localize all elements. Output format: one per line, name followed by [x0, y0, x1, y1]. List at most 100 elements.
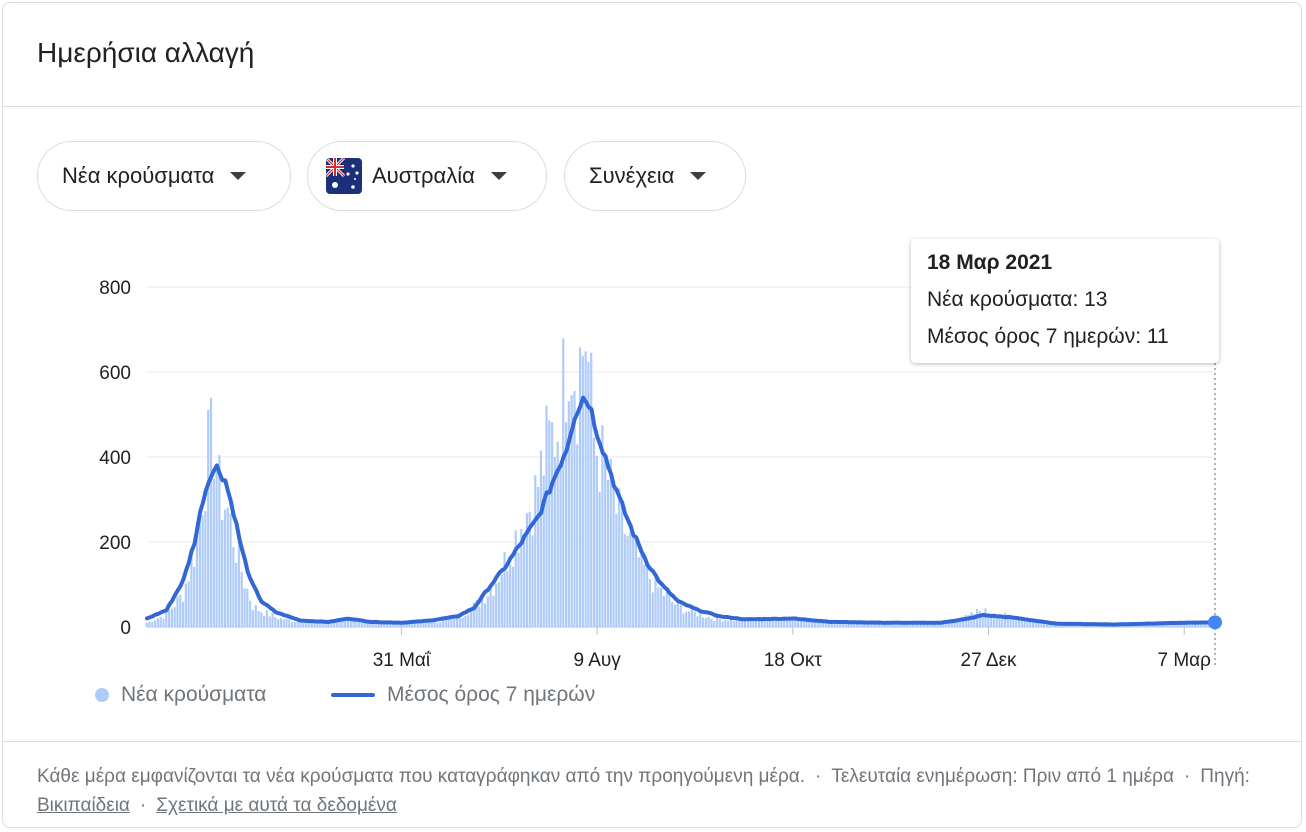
- case-bar: [590, 352, 593, 627]
- case-bar: [548, 420, 551, 627]
- case-bar: [198, 511, 201, 627]
- case-bar: [984, 608, 987, 627]
- case-bar: [433, 621, 436, 627]
- case-bar: [824, 622, 828, 627]
- case-bar: [531, 535, 534, 627]
- card-footer: Κάθε μέρα εμφανίζονται τα νέα κρούσματα …: [3, 741, 1301, 827]
- case-bar: [162, 618, 165, 627]
- case-bar: [472, 602, 475, 627]
- case-bar: [344, 620, 347, 627]
- case-bar: [397, 623, 400, 627]
- case-bar: [1003, 612, 1007, 627]
- case-bar: [1185, 623, 1188, 627]
- case-bar: [1040, 621, 1043, 627]
- case-bar: [209, 397, 213, 627]
- case-bar: [380, 623, 383, 627]
- case-bar: [332, 620, 336, 627]
- case-bar: [570, 395, 573, 627]
- wikipedia-link[interactable]: Βικιπαίδεια: [37, 795, 130, 816]
- chevron-down-icon: [230, 172, 247, 180]
- case-bar: [422, 621, 425, 627]
- cases-chart[interactable]: 0 200 400 600 800 31 Μαΐ 9 Αυγ 18 Οκτ 27 Δεκ 7 Μ…: [3, 3, 1302, 703]
- case-bar: [282, 619, 285, 627]
- case-bar: [330, 620, 333, 627]
- case-bar: [564, 422, 568, 627]
- case-bar: [866, 623, 870, 627]
- case-bar: [861, 622, 864, 627]
- case-bar: [414, 622, 417, 627]
- case-bar: [313, 619, 316, 627]
- case-bar: [274, 616, 277, 627]
- case-bar: [539, 450, 543, 627]
- case-bar: [581, 356, 584, 627]
- case-bar: [388, 621, 392, 627]
- case-bar: [1034, 620, 1037, 627]
- case-bar: [402, 622, 406, 627]
- case-bar: [1009, 616, 1012, 627]
- case-bar: [576, 444, 579, 627]
- case-bar: [453, 618, 456, 627]
- metric-dropdown-label: Νέα κρούσματα: [62, 163, 215, 188]
- case-bar: [391, 623, 394, 627]
- case-bar: [212, 478, 215, 627]
- case-bar: [520, 529, 523, 627]
- case-bar: [506, 570, 509, 627]
- case-bar: [755, 620, 758, 627]
- case-bar: [606, 479, 610, 627]
- average-line: [145, 395, 1217, 627]
- case-bar: [1037, 622, 1040, 627]
- case-bar: [802, 621, 805, 627]
- case-bar: [254, 604, 257, 627]
- case-bar: [366, 621, 369, 627]
- y-tick-label: 0: [120, 618, 131, 639]
- case-bar: [207, 409, 210, 627]
- case-bar: [992, 615, 995, 627]
- case-bar: [987, 613, 990, 627]
- case-bar: [643, 564, 646, 627]
- case-bar: [495, 583, 498, 627]
- case-bar: [486, 596, 489, 627]
- case-bar: [204, 511, 207, 627]
- case-bar: [193, 566, 196, 627]
- metric-dropdown[interactable]: Νέα κρούσματα: [37, 141, 291, 211]
- case-bar: [889, 623, 892, 627]
- tooltip-date: 18 Μαρ 2021: [927, 251, 1053, 274]
- case-bar: [201, 515, 204, 627]
- case-bar: [749, 619, 752, 627]
- case-bar: [1177, 623, 1180, 627]
- case-bar: [148, 621, 151, 627]
- case-bar: [1059, 624, 1063, 627]
- case-bar: [215, 469, 218, 627]
- case-bar: [153, 620, 157, 627]
- case-bar: [718, 619, 721, 627]
- case-bar: [780, 619, 783, 627]
- case-bar: [615, 513, 618, 627]
- x-tick-label: 27 Δεκ: [961, 650, 1018, 671]
- case-bar: [892, 623, 895, 627]
- case-bar: [159, 616, 162, 627]
- case-bar: [777, 619, 780, 627]
- case-bar: [545, 405, 548, 627]
- case-bar: [497, 582, 501, 627]
- case-bar: [660, 588, 663, 627]
- case-bar: [556, 441, 559, 627]
- case-bar: [467, 614, 470, 627]
- case-bar: [372, 623, 375, 627]
- country-dropdown[interactable]: Αυστραλία: [307, 141, 547, 211]
- case-bar: [805, 620, 808, 627]
- case-bar: [950, 619, 953, 627]
- case-bar: [858, 621, 861, 627]
- case-bar: [948, 620, 951, 627]
- case-bar: [685, 611, 688, 627]
- case-bar: [321, 621, 324, 627]
- case-bar: [179, 594, 182, 627]
- case-bar: [729, 619, 733, 627]
- period-dropdown[interactable]: Συνέχεια: [564, 141, 746, 211]
- case-bar: [151, 621, 154, 627]
- case-bar: [439, 622, 442, 627]
- about-data-link[interactable]: Σχετικά με αυτά τα δεδομένα: [156, 795, 397, 816]
- case-bar: [651, 592, 654, 627]
- case-bar: [799, 617, 803, 627]
- case-bar: [184, 583, 187, 627]
- case-bar: [632, 534, 635, 627]
